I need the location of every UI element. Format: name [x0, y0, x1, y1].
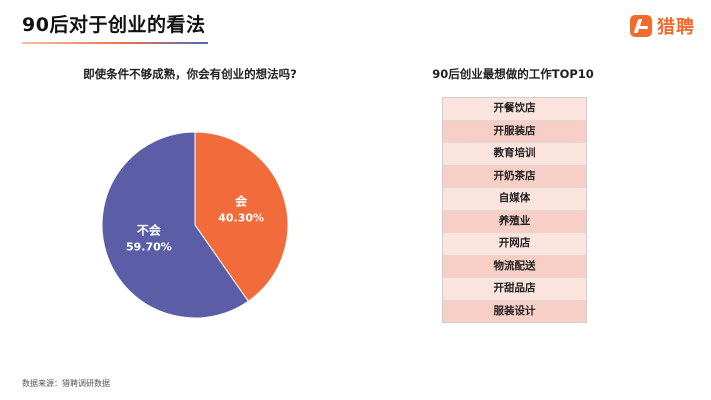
data-source-note: 数据来源：猎聘调研数据 [22, 379, 110, 388]
pie-chart: 会 40.30% 不会 59.70% [101, 131, 289, 319]
top10-row: 教育培训 [443, 143, 586, 166]
logo-text: 猎聘 [657, 17, 695, 38]
top10-row: 养殖业 [443, 210, 586, 233]
liepin-logo-icon [630, 15, 652, 37]
top10-row: 物流配送 [443, 255, 586, 278]
top10-row: 自媒体 [443, 188, 586, 211]
top10-title: 90后创业最想做的工作TOP10 [432, 67, 594, 81]
pie-slice-0 [194, 131, 289, 302]
pie-slice-label-1: 不会 [137, 223, 162, 238]
top10-row: 开甜品店 [443, 278, 586, 301]
pie-slice-label-0: 会 [235, 193, 248, 208]
title-underline [22, 42, 208, 44]
pie-slice-value-1: 59.70% [126, 241, 172, 254]
top10-row: 服装设计 [443, 300, 586, 322]
pie-chart-title: 即使条件不够成熟，你会有创业的想法吗? [83, 67, 297, 81]
top10-table: 开餐饮店 开服装店 教育培训 开奶茶店 自媒体 养殖业 开网店 物流配送 开甜品店 服装设计 [442, 97, 587, 323]
pie-slice-1 [101, 131, 249, 319]
page-title: 90后对于创业的看法 [22, 14, 206, 36]
pie-slice-value-0: 40.30% [218, 211, 264, 224]
top10-row: 开餐饮店 [443, 98, 586, 121]
top10-row: 开网店 [443, 233, 586, 256]
logo: 猎聘 [630, 14, 695, 38]
top10-row: 开奶茶店 [443, 165, 586, 188]
top10-row: 开服装店 [443, 120, 586, 143]
